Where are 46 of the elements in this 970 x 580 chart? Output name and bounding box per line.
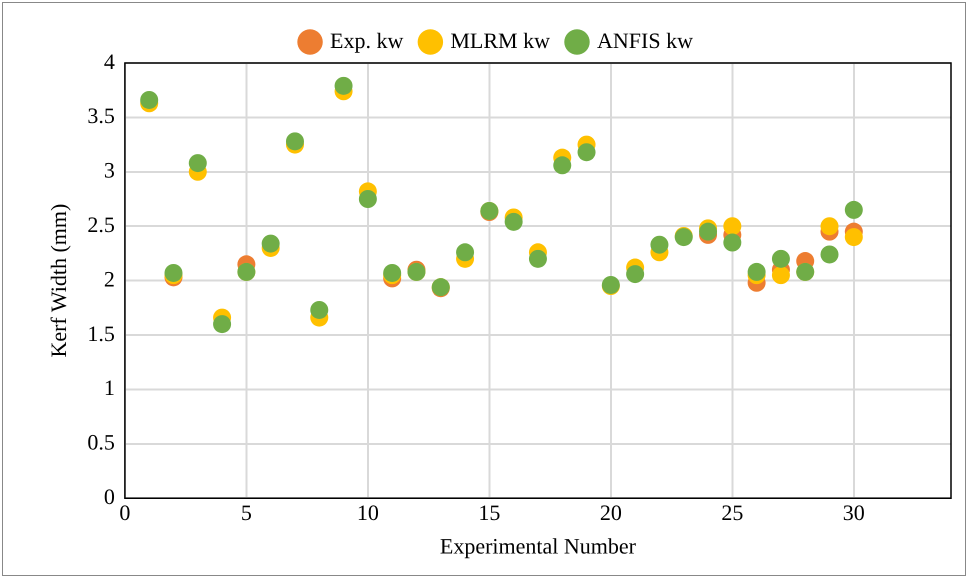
point [844,200,863,219]
point [213,315,232,334]
point [334,76,353,95]
y-tick-label: 1 [104,375,115,400]
point [310,300,328,319]
point [262,234,280,253]
y-tick-label: 3.5 [87,103,115,128]
point [553,156,572,174]
point [723,217,742,236]
point [456,243,474,262]
point [188,154,207,172]
point [772,266,790,284]
point [650,236,668,254]
legend-label: ANFIS kw [596,28,694,53]
x-tick-label: 25 [721,500,744,526]
x-tick-label: 15 [478,500,500,526]
y-tick-label: 4 [104,48,115,74]
y-tick-label: 0.5 [87,430,115,455]
y-tick-label: 0 [104,484,115,509]
y-tick-label: 1.5 [87,320,115,346]
point [140,90,158,109]
point [578,143,596,162]
x-tick-label: 20 [600,500,622,526]
x-tick-label: 0 [119,500,130,526]
point [358,190,377,208]
legend-label: Exp. kw [330,28,404,53]
point [820,217,839,236]
point [286,132,304,150]
point [748,262,766,281]
point [820,245,839,264]
x-tick-label: 10 [356,500,379,526]
point [723,234,742,252]
point [844,228,863,246]
point [626,265,644,284]
point [504,212,523,231]
y-axis-title: Kerf Width (mm) [46,204,71,358]
point [528,250,547,268]
point [699,222,718,241]
legend-label: MLRM kw [450,28,550,53]
point [772,250,790,268]
y-tick-label: 2.5 [87,212,115,237]
y-tick-label: 3 [104,158,115,183]
x-tick-label: 30 [842,500,865,526]
y-tick-label: 2 [104,266,115,292]
x-axis-title: Experimental Number [440,534,637,559]
x-tick-label: 5 [240,500,252,526]
